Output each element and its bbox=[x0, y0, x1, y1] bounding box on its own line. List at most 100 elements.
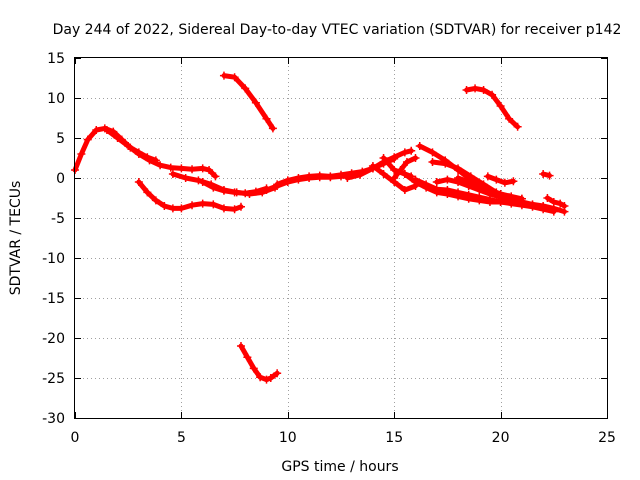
data-point bbox=[266, 374, 275, 382]
x-tick-label: 15 bbox=[385, 430, 403, 446]
data-point bbox=[251, 98, 260, 107]
data-point bbox=[326, 172, 335, 181]
data-point bbox=[168, 170, 177, 178]
data-point bbox=[219, 186, 228, 195]
y-tick-labels: 15 10 5 0 -5 -10 -15 -20 -25 -30 bbox=[42, 51, 65, 427]
data-point bbox=[230, 188, 239, 197]
data-point bbox=[273, 369, 282, 378]
data-point bbox=[466, 172, 475, 181]
data-point bbox=[219, 71, 228, 80]
data-point bbox=[92, 126, 101, 134]
data-point bbox=[379, 154, 388, 162]
data-point bbox=[262, 186, 271, 194]
data-point bbox=[441, 159, 450, 168]
y-tick-label: 15 bbox=[47, 51, 65, 67]
data-point bbox=[211, 172, 220, 181]
data-point bbox=[368, 162, 377, 170]
series-arc-23 bbox=[462, 84, 522, 131]
series-line bbox=[238, 343, 280, 383]
data-point bbox=[390, 174, 399, 182]
data-point bbox=[124, 142, 133, 150]
data-point bbox=[160, 202, 169, 210]
data-point bbox=[454, 174, 463, 182]
data-point bbox=[400, 186, 409, 194]
data-point bbox=[151, 196, 160, 205]
series-line bbox=[391, 155, 418, 181]
data-point bbox=[230, 205, 239, 214]
plot-frame bbox=[74, 57, 608, 419]
series-arc-13 bbox=[390, 154, 420, 182]
data-point bbox=[236, 342, 245, 350]
data-point bbox=[134, 150, 143, 158]
data-point bbox=[262, 114, 271, 123]
y-tick-label: -30 bbox=[42, 411, 65, 427]
data-point bbox=[488, 90, 497, 99]
data-point bbox=[496, 102, 505, 110]
data-point bbox=[415, 142, 424, 150]
chart-title: Day 244 of 2022, Sidereal Day-to-day VTE… bbox=[53, 22, 622, 38]
data-point bbox=[549, 198, 558, 206]
series-arc-21 bbox=[539, 170, 554, 180]
y-tick-label: -20 bbox=[42, 331, 65, 347]
data-point bbox=[315, 171, 324, 180]
data-point bbox=[454, 164, 463, 173]
series-arc-5 bbox=[134, 178, 245, 214]
series-arc-19 bbox=[454, 174, 526, 203]
data-point bbox=[422, 180, 431, 189]
data-point bbox=[400, 170, 409, 178]
data-point bbox=[500, 178, 509, 187]
data-point bbox=[241, 189, 250, 198]
series-arc-22 bbox=[543, 194, 569, 210]
data-point bbox=[396, 166, 405, 174]
data-point bbox=[83, 135, 92, 144]
data-point bbox=[198, 178, 207, 186]
data-point bbox=[177, 204, 186, 213]
data-point bbox=[475, 193, 484, 202]
data-point bbox=[411, 175, 420, 184]
data-point bbox=[407, 146, 416, 155]
data-point bbox=[432, 185, 441, 194]
data-point bbox=[343, 174, 352, 182]
series-arc-1 bbox=[71, 124, 160, 174]
x-tick-label: 10 bbox=[279, 430, 297, 446]
data-point bbox=[219, 204, 228, 213]
data-point bbox=[198, 199, 207, 208]
data-point bbox=[462, 86, 471, 94]
data-point bbox=[205, 166, 214, 174]
data-point bbox=[143, 188, 152, 197]
grid bbox=[75, 58, 607, 418]
data-point bbox=[475, 183, 484, 192]
data-point bbox=[479, 86, 488, 94]
data-point bbox=[166, 163, 175, 172]
data-point bbox=[134, 178, 143, 186]
data-point bbox=[209, 200, 218, 209]
data-point bbox=[337, 170, 345, 179]
data-point bbox=[262, 375, 271, 384]
x-tick-label: 25 bbox=[598, 430, 616, 446]
y-tick-label: -10 bbox=[42, 251, 65, 267]
y-tick-label: 10 bbox=[47, 91, 65, 107]
data-point bbox=[209, 183, 218, 192]
data-point bbox=[268, 124, 277, 133]
data-point bbox=[483, 172, 492, 181]
data-point bbox=[545, 171, 554, 180]
data-point bbox=[560, 202, 569, 210]
data-point bbox=[556, 199, 565, 208]
data-point bbox=[113, 134, 122, 142]
x-tick-labels: 0 5 10 15 20 25 bbox=[71, 430, 616, 446]
data-point bbox=[230, 73, 239, 82]
data-point bbox=[411, 154, 420, 162]
data-point bbox=[379, 170, 388, 178]
data-point bbox=[428, 158, 437, 166]
data-point bbox=[464, 190, 473, 199]
data-point bbox=[539, 202, 548, 210]
data-point bbox=[283, 176, 292, 185]
data-point bbox=[528, 200, 537, 209]
x-tick-label: 0 bbox=[71, 430, 80, 446]
data-point bbox=[168, 204, 177, 213]
data-point bbox=[177, 164, 186, 173]
series-arc-7 bbox=[236, 342, 282, 384]
series-line bbox=[221, 73, 276, 131]
data-point bbox=[507, 192, 516, 201]
